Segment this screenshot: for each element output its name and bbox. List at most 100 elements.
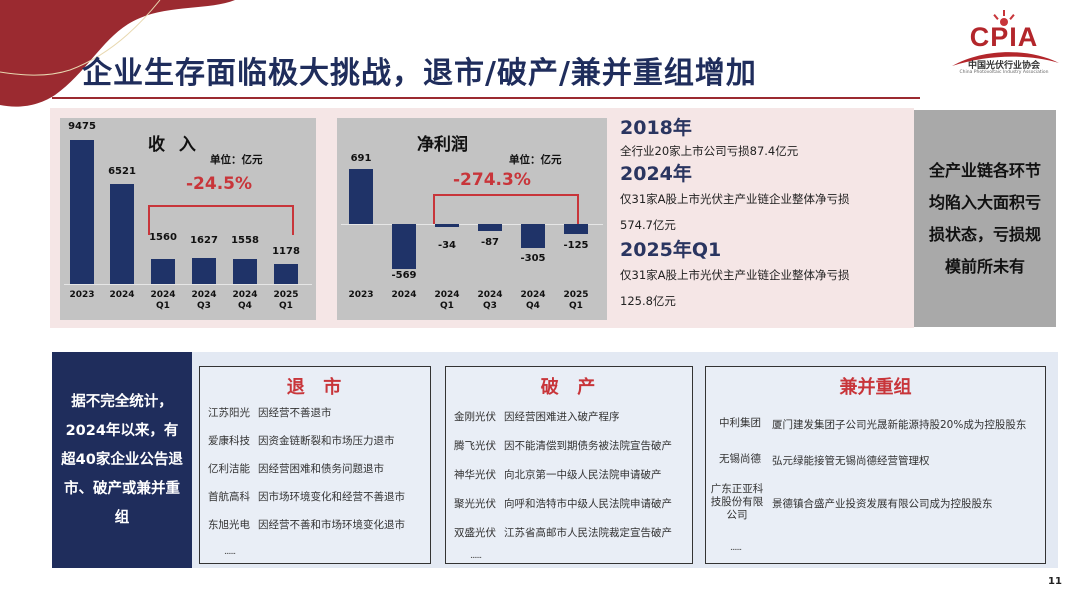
merger-card: 兼并重组 中利集团 厦门建发集团子公司光晟新能源持股20%成为控股股东 无锡尚德… [705,366,1046,564]
delisting-row: 江苏阳光 因经营不善退市 [208,405,332,420]
net-profit-chart-title: 净利润 [417,135,468,155]
net-profit-xlabel: 2024 Q4 [520,290,546,311]
reason: 向呼和浩特市中级人民法院申请破产 [504,498,672,510]
company-name: 金刚光伏 [454,411,496,423]
net-profit-bar [435,224,459,227]
page-title: 企业生存面临极大挑战，退市/破产/兼并重组增加 [82,56,757,91]
bankruptcy-row: 双盛光伏 江苏省高邮市人民法院裁定宣告破产 [454,525,672,540]
company-name: 广东正亚科 技股份有限 公司 [710,483,764,521]
company-name: 爱康科技 [208,435,250,447]
corner-decoration [0,0,235,107]
revenue-chart: 收 入 单位：亿元 -24.5% 9475 6521 1560 1627 155… [60,118,316,320]
company-name: 亿利洁能 [208,463,250,475]
revenue-axis [64,284,312,285]
company-name: 神华光伏 [454,469,496,481]
fact-year: 2024年 [620,163,692,185]
logo-en: China Photovoltaic Industry Association [959,70,1049,75]
bankruptcy-row: 金刚光伏 因经营困难进入破产程序 [454,409,620,424]
company-name: 中利集团 [719,417,761,429]
fact-year: 2018年 [620,117,692,139]
net-profit-value: 691 [350,153,372,164]
stat-box: 据不完全统计，2024年以来，有超40家企业公告退市、破产或兼并重组 [52,352,192,568]
revenue-xlabel: 2024 Q4 [232,290,258,311]
fact-text: 全行业20家上市公司亏损87.4亿元 [620,144,799,158]
company-name: 双盛光伏 [454,527,496,539]
net-profit-bar [564,224,588,234]
revenue-unit: 单位：亿元 [210,154,263,166]
revenue-xlabel: 2024 Q3 [191,290,217,311]
revenue-xlabel: 2024 [109,290,135,300]
fact-text: 仅31家A股上市光伏主产业链企业整体净亏损 [620,268,850,282]
net-profit-unit: 单位：亿元 [509,154,562,166]
reason: 因市场环境变化和经营不善退市 [258,491,405,503]
summary-text: 全产业链各环节均陷入大面积亏损状态，亏损规模前所未有 [928,160,1041,276]
bankruptcy-row: 腾飞光伏 因不能清偿到期债务被法院宣告破产 [454,438,672,453]
bankruptcy-ellipsis: ...... [470,551,482,561]
company-name: 聚光光伏 [454,498,496,510]
reason: 因资金链断裂和市场压力退市 [258,435,395,447]
revenue-value: 1558 [231,235,259,246]
net-profit-value: -305 [520,253,546,264]
net-profit-xlabel: 2024 Q1 [434,290,460,311]
net-profit-bar [521,224,545,248]
delisting-title: 退 市 [286,377,344,398]
title-divider [52,97,920,99]
revenue-value: 6521 [108,166,136,177]
logo-cn: 中国光伏行业协会 [967,61,1040,71]
net-profit-value: -125 [563,240,589,251]
revenue-chart-title: 收 入 [148,135,200,155]
cpia-logo: CPIA 中国光伏行业协会 China Photovoltaic Industr… [944,8,1064,78]
revenue-value: 1178 [272,246,300,257]
merger-desc: 弘元绿能接管无锡尚德经营管理权 [772,455,930,467]
fact-text: 125.8亿元 [620,294,676,308]
revenue-bar [192,258,216,284]
net-profit-value: -34 [437,240,457,251]
revenue-xlabel: 2023 [69,290,95,300]
company-name: 东旭光电 [208,519,250,531]
revenue-bar [70,140,94,284]
revenue-bracket [148,205,294,235]
revenue-value: 1560 [149,232,177,243]
merger-row: 广东正亚科 技股份有限 公司 景德镇合盛产业投资发展有限公司成为控股股东 [706,483,1045,525]
page-number: 11 [1048,576,1062,587]
net-profit-bar [392,224,416,269]
revenue-value: 9475 [68,121,96,132]
reason: 因经营不善退市 [258,407,332,419]
revenue-value: 1627 [190,235,218,246]
net-profit-xlabel: 2024 Q3 [477,290,503,311]
merger-desc: 厦门建发集团子公司光晟新能源持股20%成为控股股东 [772,419,1027,431]
delisting-card: 退 市 江苏阳光 因经营不善退市 爱康科技 因资金链断裂和市场压力退市 亿利洁能 因经… [199,366,431,564]
net-profit-bracket [433,194,579,224]
loss-facts: 2018年 全行业20家上市公司亏损87.4亿元 2024年 仅31家A股上市光… [620,116,910,314]
reason: 因经营困难和债务问题退市 [258,463,384,475]
sun-icon [952,10,1059,66]
merger-title: 兼并重组 [839,377,912,398]
bankruptcy-title: 破 产 [540,377,598,398]
bankruptcy-card: 破 产 金刚光伏 因经营困难进入破产程序 腾飞光伏 因不能清偿到期债务被法院宣告破产… [445,366,693,564]
company-name: 无锡尚德 [719,453,761,465]
net-profit-value: -569 [391,270,417,281]
logo-text: CPIA [969,22,1039,52]
delisting-ellipsis: ...... [224,547,236,557]
revenue-bar [110,184,134,284]
delisting-row: 亿利洁能 因经营困难和债务问题退市 [208,461,384,476]
fact-year: 2025年Q1 [620,239,722,261]
net-profit-xlabel: 2024 [391,290,417,300]
delisting-row: 爱康科技 因资金链断裂和市场压力退市 [208,433,395,448]
merger-desc: 景德镇合盛产业投资发展有限公司成为控股股东 [772,498,993,510]
reason: 向北京第一中级人民法院申请破产 [504,469,662,481]
revenue-bar [151,259,175,284]
net-profit-bar [349,169,373,224]
revenue-xlabel: 2024 Q1 [150,290,176,311]
reason: 江苏省高邮市人民法院裁定宣告破产 [504,527,672,539]
merger-ellipsis: ...... [730,543,742,553]
revenue-xlabel: 2025 Q1 [273,290,299,311]
reason: 因不能清偿到期债务被法院宣告破产 [504,440,672,452]
revenue-bar [274,264,298,284]
company-name: 首航高科 [208,491,250,503]
revenue-change-pct: -24.5% [186,174,253,194]
net-profit-value: -87 [480,237,500,248]
revenue-bar [233,259,257,284]
bankruptcy-row: 神华光伏 向北京第一中级人民法院申请破产 [454,467,662,482]
reason: 因经营不善和市场环境变化退市 [258,519,405,531]
